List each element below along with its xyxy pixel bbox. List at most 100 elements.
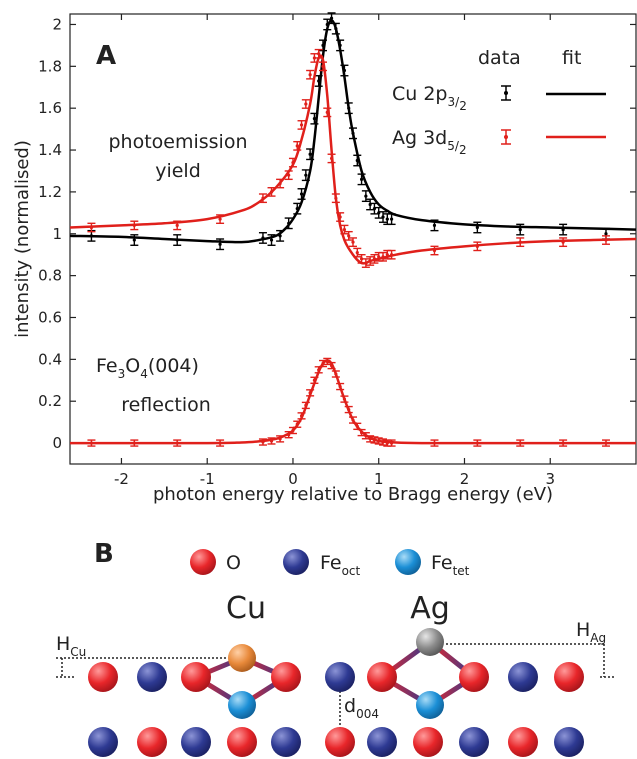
data-point xyxy=(347,234,351,238)
data-point xyxy=(355,424,359,428)
data-point-series-2 xyxy=(306,389,315,397)
y-tick-label: 1.2 xyxy=(38,183,62,201)
atom-bottom-fe-oct xyxy=(181,727,211,757)
atom-top-fe-oct xyxy=(137,662,167,692)
data-point-series-2 xyxy=(336,382,345,391)
data-point xyxy=(287,221,291,225)
data-point xyxy=(359,257,364,261)
data-point-series-2 xyxy=(374,437,383,445)
chart-legend: data fit Cu 2p3/2 Ag 3d5/2 xyxy=(392,47,606,157)
atom-top-o xyxy=(271,662,301,692)
annotation-yield: yield xyxy=(155,160,201,182)
schematic-panel-b: B O Feoct Fetet Cu Ag HCu HAg d004 xyxy=(56,539,616,757)
data-point-series-1 xyxy=(267,187,276,197)
site-label-cu: Cu xyxy=(226,591,266,626)
data-point-series-0 xyxy=(323,18,332,31)
data-point xyxy=(334,196,338,200)
data-point xyxy=(389,253,394,257)
spacing-label-d004: d004 xyxy=(344,695,379,721)
data-point xyxy=(287,173,291,177)
chart-panel-a: -2 -1 0 1 2 3 0 0.2 0.4 0.6 0.8 1 1.2 1.4 1.6 1.8 2 A ph… xyxy=(12,12,637,505)
data-point xyxy=(604,232,608,236)
data-point-series-2 xyxy=(349,416,357,424)
data-point xyxy=(304,403,308,407)
data-point-series-2 xyxy=(267,437,276,445)
data-point xyxy=(308,152,312,156)
data-point xyxy=(291,428,295,433)
annotation-reflection: reflection xyxy=(121,394,211,416)
data-point xyxy=(475,225,479,230)
data-point-series-0 xyxy=(310,112,319,125)
data-point xyxy=(347,106,351,110)
atom-bottom-o xyxy=(413,727,443,757)
data-point-series-2 xyxy=(361,432,370,440)
data-point xyxy=(338,384,342,389)
atom-bottom-fe-oct xyxy=(554,727,584,757)
data-point xyxy=(368,437,372,441)
atom-fe-tet-under-ag xyxy=(416,691,444,719)
data-point xyxy=(89,441,94,445)
data-point-series-0 xyxy=(344,102,353,115)
data-point-series-0 xyxy=(430,219,439,232)
data-point xyxy=(372,438,377,442)
data-point-series-0 xyxy=(387,213,396,226)
data-point-series-1 xyxy=(366,256,375,266)
data-point xyxy=(312,117,317,121)
data-point-series-0 xyxy=(473,221,482,234)
atom-ag-adsorbate xyxy=(416,628,444,656)
data-point-series-1 xyxy=(130,220,139,231)
data-point xyxy=(132,441,136,445)
atom-fe-tet-under-cu xyxy=(228,691,256,719)
atom-bottom-o xyxy=(325,727,355,757)
data-point-series-0 xyxy=(276,229,285,242)
data-point-series-2 xyxy=(318,359,327,368)
data-point-series-1 xyxy=(288,157,297,168)
legend-o-sphere xyxy=(190,549,216,575)
data-point-series-0 xyxy=(340,64,349,77)
data-point xyxy=(89,225,94,230)
data-point-series-2 xyxy=(258,438,267,446)
data-point xyxy=(342,397,347,401)
data-point xyxy=(377,255,381,259)
atom-legend: O Feoct Fetet xyxy=(190,549,470,578)
data-point xyxy=(278,234,282,238)
data-point xyxy=(329,364,334,368)
y-tick-label: 1.8 xyxy=(38,57,62,75)
data-point xyxy=(377,439,381,443)
data-point-series-0 xyxy=(379,211,388,223)
data-point xyxy=(304,102,308,106)
y-axis-label: intensity (normalised) xyxy=(12,140,33,338)
data-point xyxy=(308,391,312,395)
data-point-series-1 xyxy=(361,258,370,268)
data-point-series-1 xyxy=(331,193,340,204)
legend-entry-cu-marker xyxy=(501,85,511,101)
data-point xyxy=(342,68,347,73)
data-point-series-1 xyxy=(353,247,362,258)
data-point-series-2 xyxy=(366,435,375,443)
data-point-series-2 xyxy=(340,395,349,403)
data-point xyxy=(317,79,321,83)
data-point-series-0 xyxy=(216,238,225,251)
data-point-series-0 xyxy=(293,202,302,215)
data-point xyxy=(261,440,265,444)
data-point-series-1 xyxy=(336,212,345,222)
legend-entry-ag-marker xyxy=(501,129,511,145)
data-point-series-1 xyxy=(370,253,379,264)
data-point-series-1 xyxy=(516,237,525,248)
atom-bottom-fe-oct xyxy=(459,727,489,757)
data-point xyxy=(364,194,368,198)
data-point-series-1 xyxy=(559,237,568,248)
data-point xyxy=(351,418,355,422)
y-tick-label: 0.8 xyxy=(38,267,62,285)
data-point-series-0 xyxy=(361,190,370,203)
data-point-series-1 xyxy=(318,61,327,72)
data-point-series-0 xyxy=(331,22,340,35)
atom-bottom-o xyxy=(227,727,257,757)
data-point xyxy=(432,441,437,445)
data-point xyxy=(355,158,359,163)
data-point xyxy=(132,223,136,227)
data-point xyxy=(385,217,389,221)
data-point-series-0 xyxy=(130,234,139,246)
data-point xyxy=(475,244,479,248)
data-point xyxy=(381,440,385,444)
